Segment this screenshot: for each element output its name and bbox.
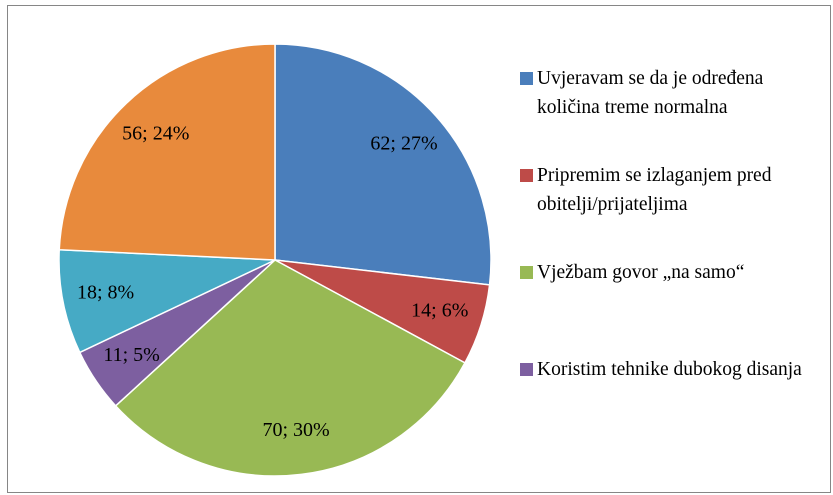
data-label: 14; 6%: [411, 300, 468, 322]
pie-slice: [114, 259, 466, 477]
pie-slice: [274, 43, 492, 286]
legend-swatch: [520, 72, 533, 85]
data-label: 11; 5%: [103, 344, 159, 366]
legend-label: Koristim tehnike dubokog disanja: [537, 359, 802, 380]
legend-label: Uvjeravam se da je određena količina tre…: [537, 68, 764, 118]
data-label: 62; 27%: [370, 133, 437, 155]
legend-label: Pripremim se izlaganjem pred obitelji/pr…: [537, 165, 772, 215]
data-label: 70; 30%: [262, 419, 329, 441]
data-label: 56; 24%: [122, 123, 189, 145]
chart-border: [7, 5, 831, 493]
data-label: 18; 8%: [77, 281, 134, 303]
pie-slice: [58, 43, 276, 261]
legend-swatch: [520, 363, 533, 376]
legend-swatch: [520, 266, 533, 279]
legend-label: Vježbam govor „na samo“: [537, 262, 745, 283]
legend-swatch: [520, 169, 533, 182]
pie-slice: [58, 248, 276, 354]
